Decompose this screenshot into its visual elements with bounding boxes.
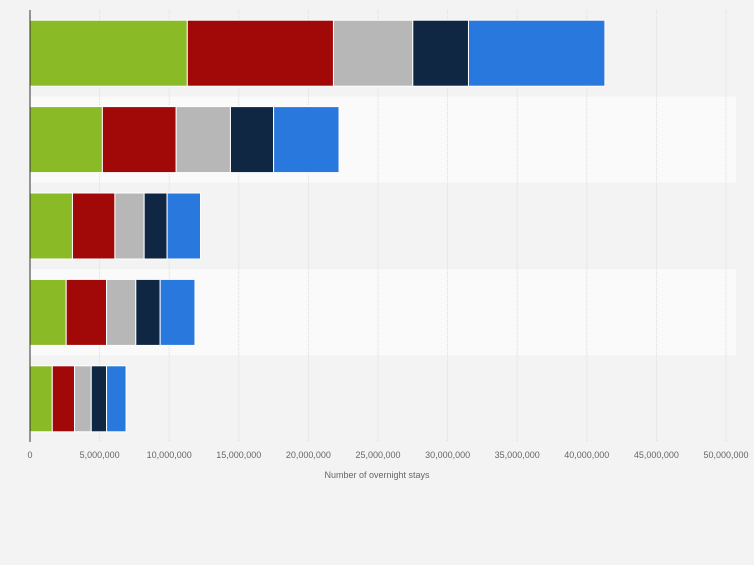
bar-row3-series3[interactable] — [135, 278, 161, 346]
bar-row3-series4[interactable] — [159, 278, 196, 346]
x-tick-label-4: 20,000,000 — [286, 450, 331, 460]
bar-row2-series0[interactable] — [29, 192, 73, 260]
bar-row1-series4[interactable] — [273, 106, 340, 174]
bar-row4-series0[interactable] — [29, 365, 53, 433]
x-tick-label-1: 5,000,000 — [80, 450, 120, 460]
bars — [29, 19, 606, 433]
bar-row2-series2[interactable] — [114, 192, 145, 260]
bar-row1-series1[interactable] — [101, 106, 177, 174]
bar-row1-series0[interactable] — [29, 106, 103, 174]
bar-row1-series3[interactable] — [229, 106, 275, 174]
bar-row4-series3[interactable] — [90, 365, 108, 433]
bar-row2-series1[interactable] — [71, 192, 116, 260]
x-tick-label-5: 25,000,000 — [355, 450, 400, 460]
bar-row2-series3[interactable] — [143, 192, 168, 260]
x-tick-label-7: 35,000,000 — [495, 450, 540, 460]
bar-row0-series0[interactable] — [29, 19, 188, 87]
bar-row1-series2[interactable] — [175, 106, 231, 174]
x-tick-label-10: 50,000,000 — [703, 450, 748, 460]
bar-row3-series1[interactable] — [65, 278, 108, 346]
bar-row4-series1[interactable] — [51, 365, 76, 433]
bar-row0-series1[interactable] — [186, 19, 334, 87]
bar-row0-series3[interactable] — [412, 19, 469, 87]
bar-row3-series0[interactable] — [29, 278, 67, 346]
x-tick-label-6: 30,000,000 — [425, 450, 470, 460]
bar-row0-series2[interactable] — [332, 19, 414, 87]
x-axis-label: Number of overnight stays — [324, 470, 430, 480]
bar-row4-series2[interactable] — [74, 365, 92, 433]
x-tick-label-2: 10,000,000 — [147, 450, 192, 460]
row-band-4 — [30, 355, 736, 442]
bar-row2-series4[interactable] — [166, 192, 202, 260]
x-tick-label-8: 40,000,000 — [564, 450, 609, 460]
x-tick-labels: 0 5,000,000 10,000,000 15,000,000 20,000,000… — [27, 450, 748, 460]
bar-row4-series4[interactable] — [106, 365, 127, 433]
row-bands — [30, 10, 736, 442]
bar-row0-series4[interactable] — [467, 19, 606, 87]
x-tick-label-3: 15,000,000 — [216, 450, 261, 460]
x-tick-label-0: 0 — [27, 450, 32, 460]
x-tick-label-9: 45,000,000 — [634, 450, 679, 460]
bar-row3-series2[interactable] — [106, 278, 137, 346]
